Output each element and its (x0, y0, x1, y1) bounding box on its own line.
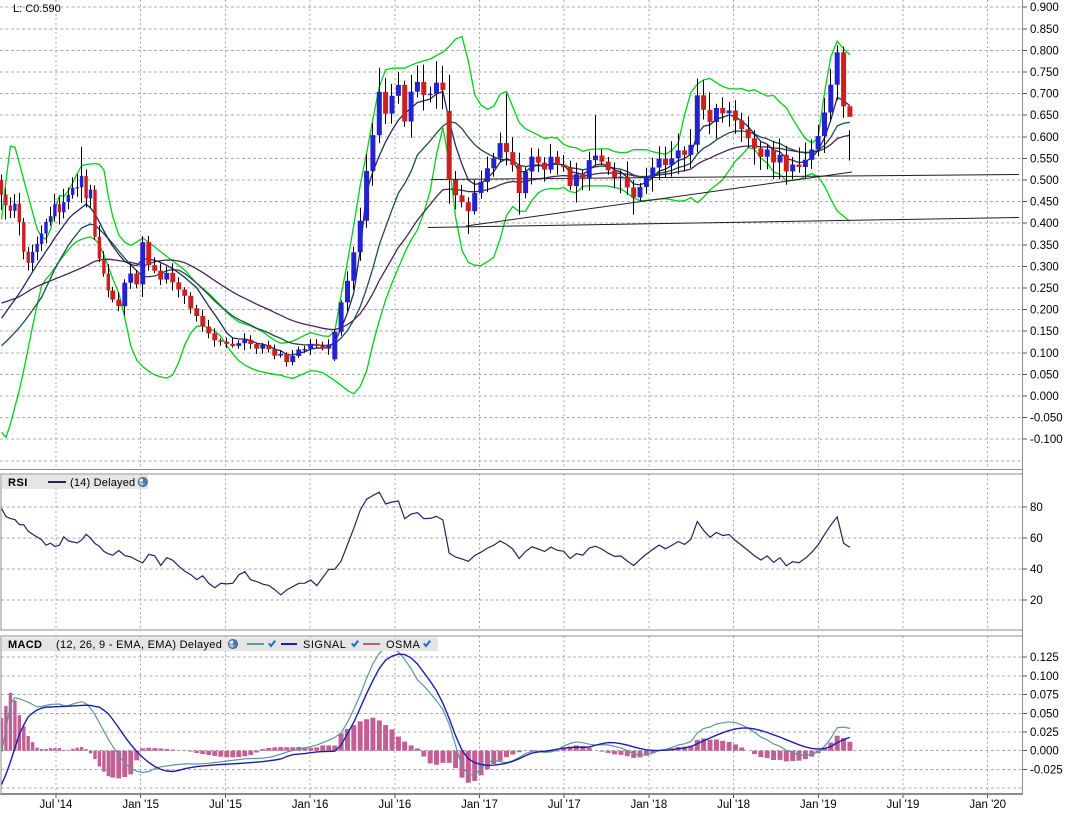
svg-text:Jan '20: Jan '20 (969, 799, 1006, 811)
svg-text:(12, 26, 9 - EMA, EMA) Delayed: (12, 26, 9 - EMA, EMA) Delayed (56, 639, 222, 651)
svg-text:0.125: 0.125 (1030, 652, 1059, 664)
svg-text:0.100: 0.100 (1030, 671, 1059, 683)
svg-text:0.800: 0.800 (1030, 45, 1059, 57)
svg-text:Jul '19: Jul '19 (887, 799, 920, 811)
svg-text:0.150: 0.150 (1030, 326, 1059, 338)
svg-text:80: 80 (1030, 502, 1043, 514)
svg-text:SIGNAL: SIGNAL (303, 639, 346, 651)
svg-text:0.050: 0.050 (1030, 708, 1059, 720)
svg-text:0.700: 0.700 (1030, 89, 1059, 101)
svg-text:-0.025: -0.025 (1030, 764, 1063, 776)
svg-text:L: C0.590: L: C0.590 (13, 3, 61, 15)
svg-text:OSMA: OSMA (386, 639, 421, 651)
svg-text:0.025: 0.025 (1030, 727, 1059, 739)
svg-text:0.350: 0.350 (1030, 240, 1059, 252)
svg-text:Jan '18: Jan '18 (631, 799, 668, 811)
svg-text:0.850: 0.850 (1030, 24, 1059, 36)
svg-text:40: 40 (1030, 564, 1043, 576)
svg-text:Jan '19: Jan '19 (800, 799, 837, 811)
svg-text:0.500: 0.500 (1030, 175, 1059, 187)
svg-text:60: 60 (1030, 533, 1043, 545)
svg-text:(14) Delayed: (14) Delayed (70, 477, 135, 489)
svg-text:-0.100: -0.100 (1030, 434, 1063, 446)
svg-text:0.400: 0.400 (1030, 218, 1059, 230)
svg-text:0.000: 0.000 (1030, 391, 1059, 403)
svg-text:0.450: 0.450 (1030, 197, 1059, 209)
svg-text:0.250: 0.250 (1030, 283, 1059, 295)
svg-text:0.300: 0.300 (1030, 261, 1059, 273)
svg-text:0.200: 0.200 (1030, 305, 1059, 317)
svg-text:-0.050: -0.050 (1030, 413, 1063, 425)
svg-text:0.900: 0.900 (1030, 2, 1059, 14)
svg-text:Jul '15: Jul '15 (209, 799, 242, 811)
svg-text:MACD: MACD (8, 639, 42, 651)
svg-text:0.000: 0.000 (1030, 746, 1059, 758)
svg-text:Jul '14: Jul '14 (40, 799, 73, 811)
svg-text:Jan '16: Jan '16 (292, 799, 329, 811)
svg-text:Jan '15: Jan '15 (122, 799, 159, 811)
svg-text:0.050: 0.050 (1030, 369, 1059, 381)
svg-text:Jan '17: Jan '17 (461, 799, 498, 811)
svg-text:0.650: 0.650 (1030, 110, 1059, 122)
svg-text:0.750: 0.750 (1030, 67, 1059, 79)
svg-text:RSI: RSI (8, 477, 28, 489)
svg-text:0.550: 0.550 (1030, 153, 1059, 165)
svg-text:0.075: 0.075 (1030, 690, 1059, 702)
svg-text:Jul '17: Jul '17 (548, 799, 581, 811)
svg-text:20: 20 (1030, 595, 1043, 607)
svg-text:0.100: 0.100 (1030, 348, 1059, 360)
svg-text:Jul '18: Jul '18 (717, 799, 750, 811)
svg-text:0.600: 0.600 (1030, 132, 1059, 144)
svg-text:Jul '16: Jul '16 (378, 799, 411, 811)
